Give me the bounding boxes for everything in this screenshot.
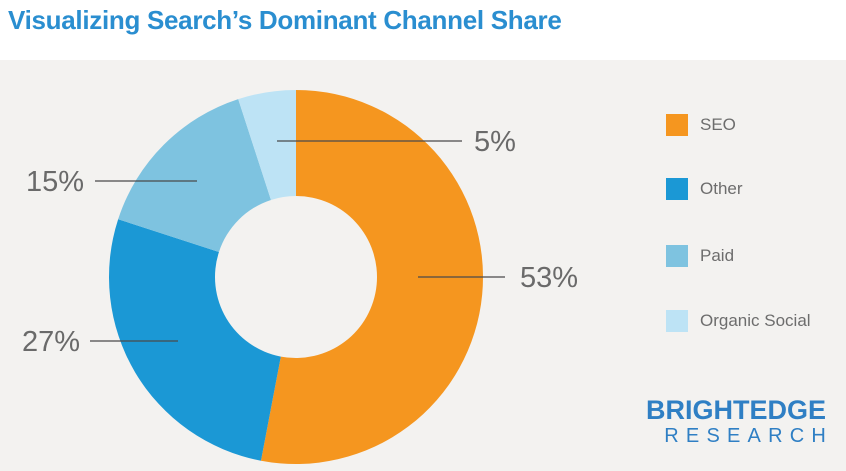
legend-swatch-paid [666,245,688,267]
data-label-other: 27% [22,326,80,358]
legend-swatch-other [666,178,688,200]
legend-label-seo: SEO [700,115,736,134]
data-label-seo: 53% [520,262,578,294]
brand-name: BRIGHTEDGE [645,395,826,425]
donut-slices [109,90,484,465]
legend-item-other: Other [666,178,743,200]
brightedge-research-logo: BRIGHTEDGE RESEARCH [640,396,826,448]
legend-label-paid: Paid [700,246,735,265]
legend-swatch-seo [666,114,688,136]
legend-label-organic-social: Organic Social [700,311,811,330]
data-labels: 53% 27% 15% 5% [22,126,578,358]
brand-subtitle: RESEARCH [664,425,833,447]
leader-lines [90,140,505,342]
chart-title: Visualizing Search’s Dominant Channel Sh… [8,5,562,35]
legend-label-other: Other [700,179,743,198]
slice-seo [260,90,484,465]
legend-item-paid: Paid [666,245,734,267]
slice-paid [118,99,271,252]
legend-item-organic-social: Organic Social [666,310,811,332]
slice-other [109,219,281,461]
data-label-paid: 15% [26,166,84,198]
title-band: Visualizing Search’s Dominant Channel Sh… [0,0,846,60]
legend-swatch-organic-social [666,310,688,332]
data-label-organic-social: 5% [474,126,516,158]
legend-item-seo: SEO [666,114,736,136]
slice-organic-social [238,90,296,200]
